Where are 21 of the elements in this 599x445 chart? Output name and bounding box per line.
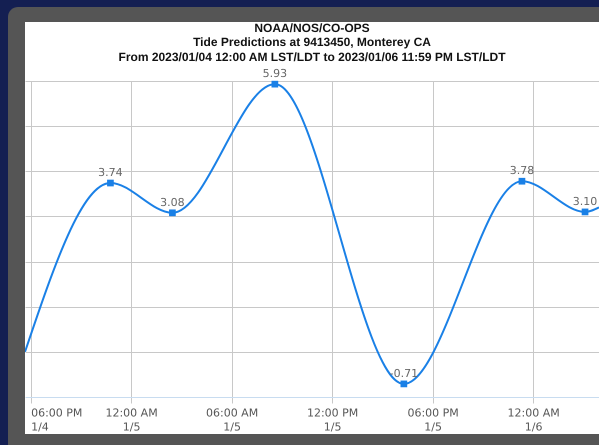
- x-tick-label: 06:00 AM 1/5: [206, 406, 258, 434]
- text: Tide Predictions at 9413450, Monterey CA: [193, 35, 431, 50]
- point: [518, 178, 526, 185]
- chart-title: NOAA/NOS/CO-OPS: [254, 21, 370, 36]
- x-tick-label: 12:00 PM 1/5: [306, 406, 358, 434]
- data-label: 3.08: [160, 196, 185, 209]
- data-label: -0.71: [390, 366, 418, 380]
- x-tick-label: 06:00 PM 1/4: [31, 406, 82, 434]
- x-tick-label: 12:00 AM 1/5: [105, 406, 158, 434]
- point: [169, 209, 176, 216]
- point: [582, 208, 588, 216]
- data-label: 3.74: [98, 166, 123, 180]
- x-tick-label: 06:00 PM 1/5: [407, 406, 459, 434]
- data-label: 3.78: [510, 164, 534, 178]
- data-label: 5.93: [262, 67, 288, 80]
- x-tick-label: 12:00 AM 1/6: [508, 406, 560, 434]
- text: From 2023/01/04 12:00 AM LST/LDT to 2023/01/06 11:59 PM LST/LDT: [118, 50, 506, 64]
- point: [107, 180, 114, 186]
- point: [400, 380, 408, 388]
- point: [272, 80, 278, 88]
- data-label: 3.10: [572, 194, 598, 208]
